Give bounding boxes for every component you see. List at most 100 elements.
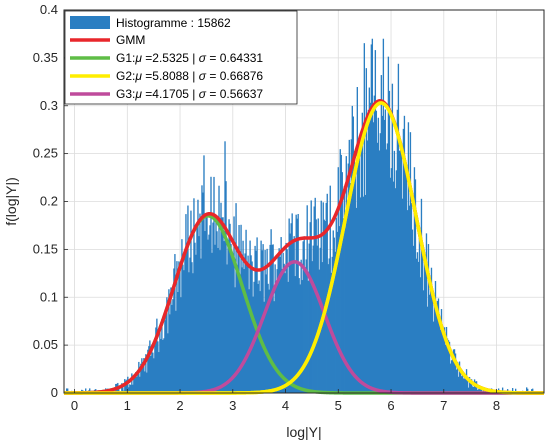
histogram-bar <box>343 186 345 393</box>
y-tick-label: 0.1 <box>40 289 58 304</box>
histogram-bar <box>201 185 203 393</box>
histogram-bar <box>157 341 159 393</box>
histogram-bar <box>126 379 128 393</box>
histogram-bar <box>240 224 242 393</box>
histogram-bar <box>435 307 438 393</box>
histogram-bar <box>433 297 436 393</box>
histogram-bar <box>384 109 387 393</box>
x-tick-label: 5 <box>335 398 342 413</box>
histogram-bar <box>191 262 193 393</box>
histogram-bar <box>315 219 317 393</box>
histogram-bar <box>213 176 215 393</box>
histogram-bar <box>129 384 131 393</box>
histogram-bar <box>394 188 397 393</box>
histogram-bar <box>164 320 166 393</box>
histogram-bar <box>155 327 157 393</box>
histogram-bar <box>478 386 481 393</box>
histogram-bar <box>339 149 341 393</box>
histogram-bar <box>292 239 294 393</box>
histogram-bar <box>430 267 433 393</box>
histogram-bar <box>306 205 308 393</box>
histogram-bar <box>462 378 465 393</box>
histogram-bar <box>147 349 149 393</box>
histogram-bar <box>271 244 273 393</box>
histogram-bar <box>173 268 175 393</box>
histogram-bar <box>408 205 411 393</box>
histogram-bar <box>321 262 323 393</box>
histogram-bar <box>326 193 328 393</box>
histogram-bar <box>199 213 201 393</box>
histogram-bar <box>409 132 412 394</box>
histogram-bar <box>250 255 252 393</box>
y-tick-label: 0.35 <box>33 50 58 65</box>
histogram-bar <box>352 116 354 393</box>
histogram-bar <box>367 109 370 394</box>
histogram-bar <box>228 219 230 393</box>
histogram-bar <box>397 63 400 394</box>
y-tick-label: 0 <box>51 385 58 400</box>
histogram-bar <box>222 217 224 393</box>
histogram-bar <box>217 247 219 393</box>
histogram-bar <box>139 376 141 393</box>
histogram-bar <box>137 370 139 393</box>
histogram-bar <box>378 150 381 393</box>
histogram-bar <box>368 87 371 393</box>
histogram-bar <box>431 292 434 393</box>
histogram-bar <box>407 122 410 394</box>
histogram-bar <box>357 138 359 393</box>
histogram-bar <box>457 376 460 393</box>
histogram-bar <box>370 44 373 394</box>
histogram-bar <box>277 254 279 393</box>
histogram-bar <box>205 216 207 393</box>
histogram-bar <box>289 233 291 393</box>
histogram-bar <box>307 280 309 393</box>
histogram-bar <box>284 273 286 393</box>
histogram-bar <box>244 253 246 393</box>
y-tick-label: 0.3 <box>40 98 58 113</box>
histogram-bar <box>185 214 187 393</box>
histogram-bar <box>247 255 249 393</box>
histogram-bar <box>511 388 514 393</box>
histogram-bar <box>314 197 316 393</box>
histogram-bar <box>390 168 393 393</box>
histogram-bar <box>149 340 151 393</box>
histogram-bar <box>290 223 292 393</box>
histogram-bar <box>243 269 245 393</box>
histogram-bar <box>85 388 87 393</box>
histogram-bar <box>283 263 285 393</box>
legend-g2-label: G2:μ =5.8088 | σ = 0.66876 <box>116 69 263 83</box>
histogram-bar <box>256 237 258 393</box>
histogram-bar <box>190 210 192 393</box>
histogram-bar <box>398 150 401 393</box>
y-tick-label: 0.15 <box>33 241 58 256</box>
legend-g1-label: G1:μ =2.5325 | σ = 0.64331 <box>116 51 263 65</box>
histogram-bar <box>159 327 161 393</box>
histogram-bar <box>388 90 391 393</box>
histogram-bar <box>160 338 162 393</box>
histogram-bar <box>282 252 284 393</box>
histogram-bar <box>176 261 178 393</box>
histogram-bar <box>172 299 174 393</box>
histogram-bar <box>442 335 445 393</box>
histogram-bar <box>280 237 282 393</box>
histogram-bar <box>342 218 344 393</box>
histogram-bar <box>480 388 483 393</box>
histogram-bar <box>189 257 191 393</box>
histogram-bar <box>325 202 327 393</box>
histogram-bar <box>465 369 468 393</box>
histogram-bar <box>291 213 293 393</box>
histogram-bar <box>202 192 204 393</box>
histogram-bar <box>288 218 290 393</box>
histogram-bar <box>227 241 229 393</box>
histogram-bar <box>260 240 262 393</box>
histogram-bar <box>195 254 197 393</box>
histogram-bar <box>354 171 356 393</box>
histogram-bar <box>341 172 343 393</box>
histogram-bar <box>448 341 451 393</box>
histogram-bar <box>295 214 297 393</box>
histogram-bar <box>401 198 404 393</box>
histogram-bar <box>361 112 363 393</box>
histogram-bar <box>527 388 529 393</box>
histogram-bar <box>331 256 333 393</box>
histogram-bar <box>334 251 336 393</box>
